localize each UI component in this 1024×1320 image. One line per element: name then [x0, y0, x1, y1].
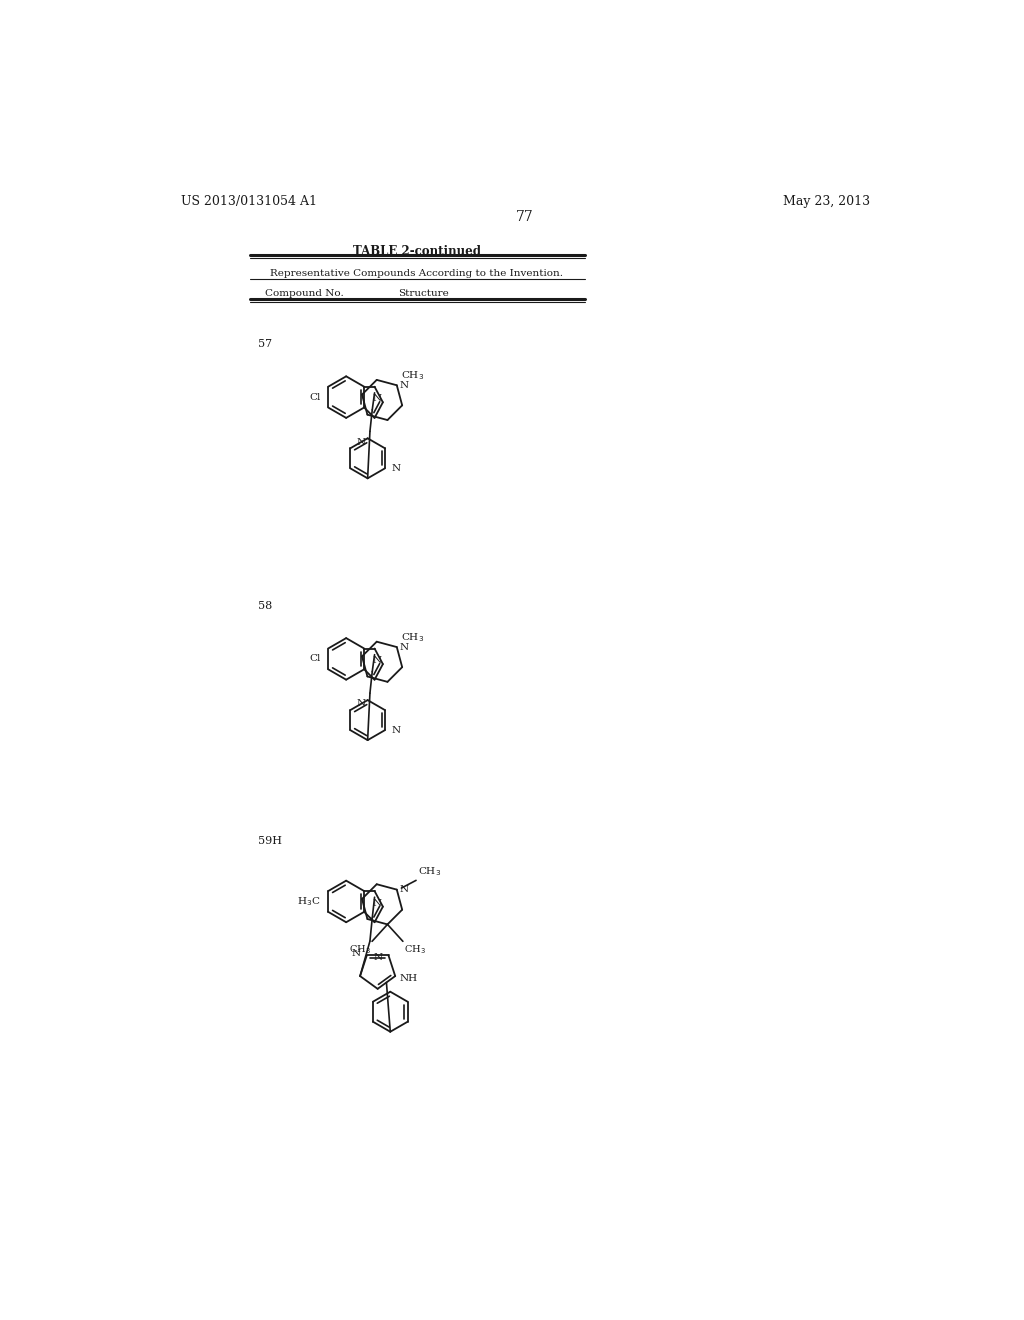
Text: Cl: Cl [309, 655, 321, 664]
Text: CH$_3$: CH$_3$ [419, 866, 441, 878]
Text: H$_3$C: H$_3$C [297, 895, 321, 908]
Text: N: N [391, 726, 400, 735]
Text: Cl: Cl [309, 392, 321, 401]
Text: CH$_3$: CH$_3$ [400, 631, 424, 644]
Text: N: N [351, 949, 360, 957]
Text: US 2013/0131054 A1: US 2013/0131054 A1 [180, 194, 316, 207]
Text: 59H: 59H [258, 836, 282, 846]
Text: N: N [391, 463, 400, 473]
Text: N: N [399, 643, 409, 652]
Text: 58: 58 [258, 601, 271, 611]
Text: 77: 77 [516, 210, 534, 224]
Text: N: N [373, 899, 381, 908]
Text: Representative Compounds According to the Invention.: Representative Compounds According to th… [270, 268, 563, 277]
Text: N: N [399, 380, 409, 389]
Text: N: N [399, 886, 409, 894]
Text: N: N [373, 395, 381, 404]
Text: N: N [373, 656, 381, 665]
Text: CH$_3$: CH$_3$ [404, 944, 426, 957]
Text: Compound No.: Compound No. [265, 289, 344, 298]
Text: N: N [356, 438, 366, 446]
Text: 57: 57 [258, 339, 271, 350]
Text: TABLE 2-continued: TABLE 2-continued [353, 244, 481, 257]
Text: CH$_3$: CH$_3$ [400, 370, 424, 383]
Text: May 23, 2013: May 23, 2013 [782, 194, 869, 207]
Text: CH$_3$: CH$_3$ [349, 944, 371, 957]
Text: N: N [373, 953, 382, 962]
Text: N: N [356, 700, 366, 709]
Text: NH: NH [399, 974, 417, 983]
Text: Structure: Structure [397, 289, 449, 298]
